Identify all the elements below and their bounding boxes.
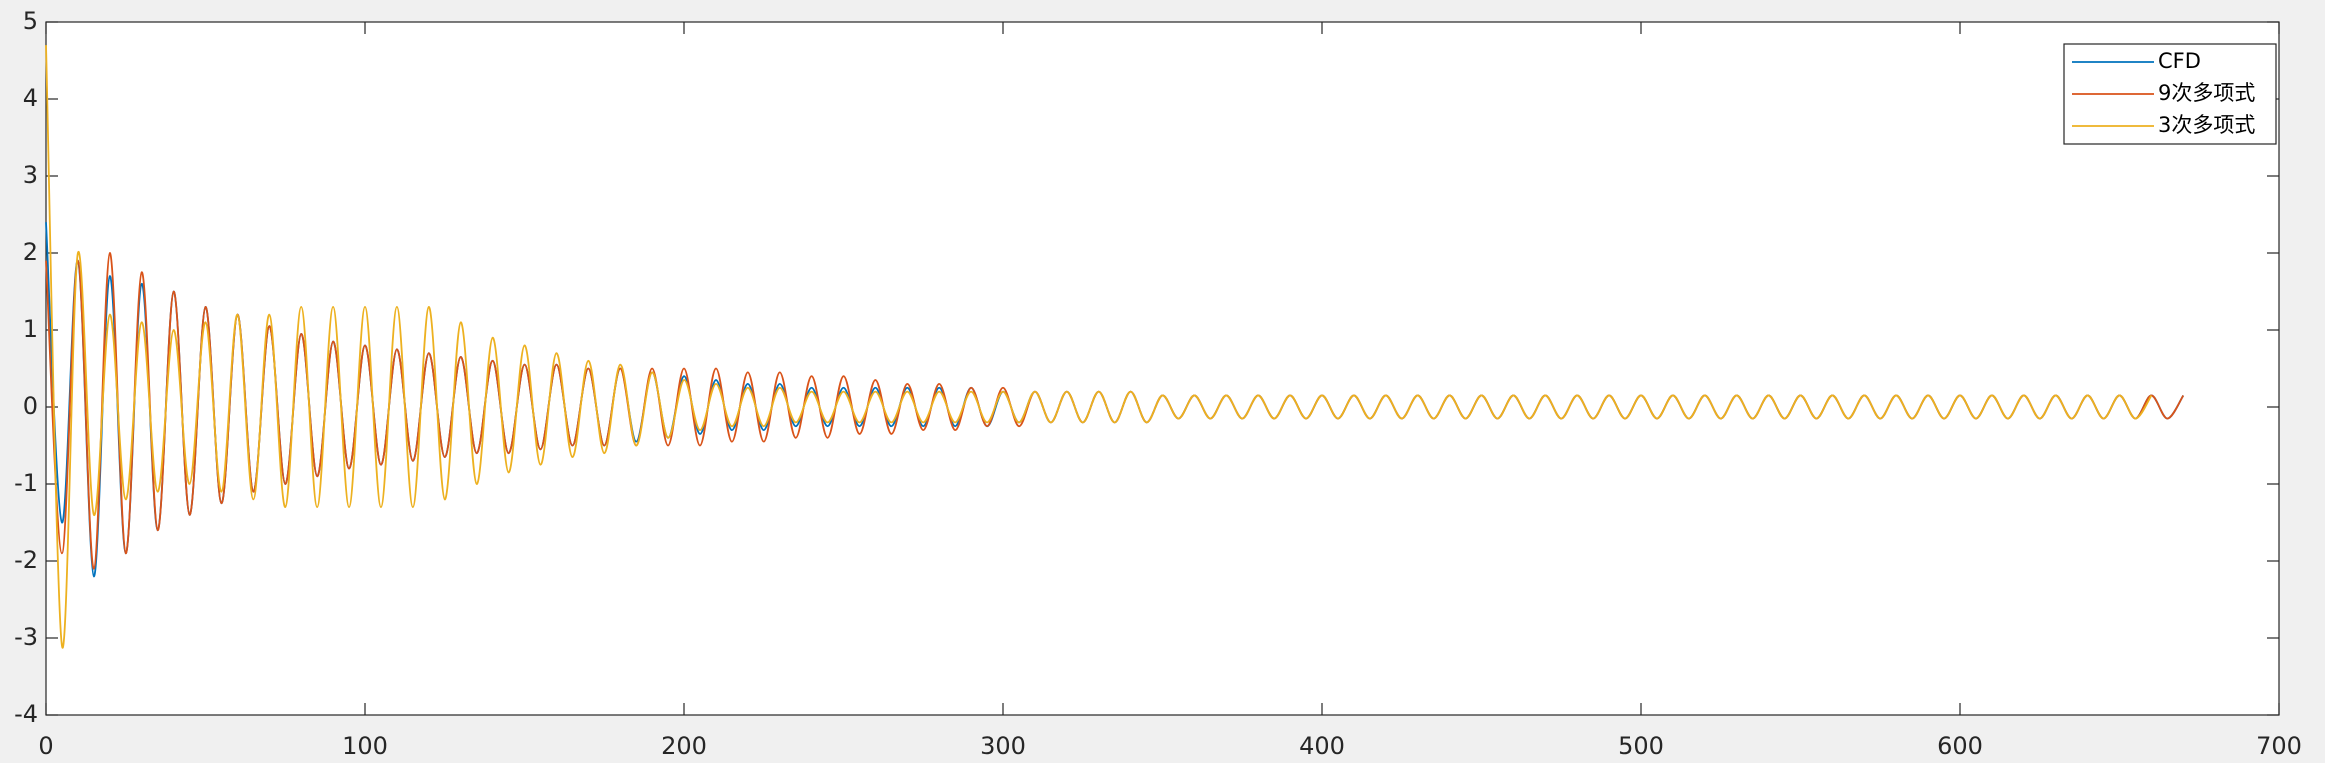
y-tick-label: 3	[23, 161, 38, 189]
x-tick-label: 300	[980, 732, 1026, 760]
y-tick-label: 4	[23, 84, 38, 112]
y-tick-label: -4	[14, 700, 38, 728]
series-line	[45, 45, 2153, 649]
y-tick-label: 2	[23, 238, 38, 266]
plot-area	[45, 21, 2280, 716]
x-tick-label: 0	[38, 732, 53, 760]
y-tick-label: -3	[14, 623, 38, 651]
x-tick-label: 100	[342, 732, 388, 760]
x-tick-label: 700	[2256, 732, 2302, 760]
y-tick-label: -2	[14, 546, 38, 574]
x-tick-label: 400	[1299, 732, 1345, 760]
y-tick-label: -1	[14, 469, 38, 497]
y-tick-label: 5	[23, 7, 38, 35]
legend-label: 9次多项式	[2158, 81, 2255, 105]
y-tick-label: 0	[23, 392, 38, 420]
y-tick-label: 1	[23, 315, 38, 343]
x-tick-label: 500	[1618, 732, 1664, 760]
x-tick-label: 200	[661, 732, 707, 760]
legend-label: 3次多项式	[2158, 113, 2255, 137]
legend: CFD 9次多项式 3次多项式	[2063, 43, 2277, 145]
legend-label: CFD	[2158, 49, 2201, 73]
x-tick-label: 600	[1937, 732, 1983, 760]
